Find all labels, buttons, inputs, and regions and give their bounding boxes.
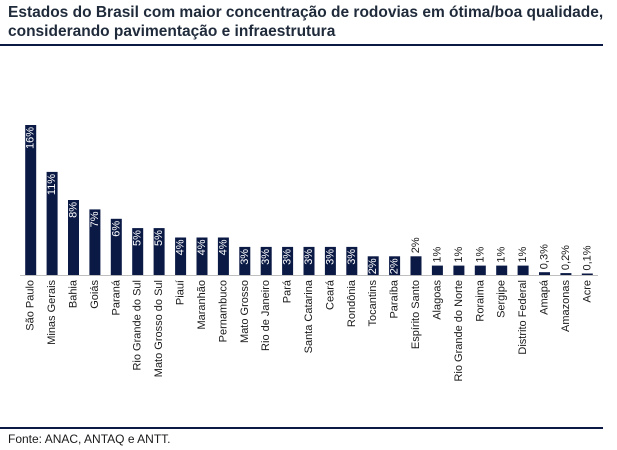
data-label-24: 0,3% bbox=[539, 244, 551, 269]
bar-7 bbox=[175, 237, 187, 275]
data-label-9: 4% bbox=[217, 239, 229, 255]
category-label-4: Paraná bbox=[110, 279, 122, 315]
data-label-19: 1% bbox=[431, 246, 443, 262]
category-label-20: Rio Grande do Norte bbox=[453, 280, 465, 382]
footer-divider bbox=[0, 427, 603, 429]
data-label-18: 2% bbox=[410, 237, 422, 253]
bar-21 bbox=[474, 265, 486, 275]
bar-1 bbox=[46, 171, 58, 275]
header-divider bbox=[0, 44, 603, 46]
category-label-17: Paraíba bbox=[389, 279, 401, 318]
bar-23 bbox=[517, 265, 529, 275]
chart-title: Estados do Brasil com maior concentração… bbox=[8, 3, 608, 41]
bar-11 bbox=[260, 246, 272, 275]
category-label-15: Rondônia bbox=[346, 279, 358, 327]
data-label-8: 4% bbox=[196, 239, 208, 255]
bar-8 bbox=[196, 237, 208, 275]
data-label-14: 3% bbox=[324, 249, 336, 265]
category-label-3: Goiás bbox=[89, 280, 101, 309]
chart-title-line-2: considerando pavimentação e infraestrutu… bbox=[8, 23, 336, 40]
category-label-5: Rio Grande do Sul bbox=[132, 280, 144, 371]
data-label-17: 2% bbox=[389, 258, 401, 274]
bar-19 bbox=[431, 265, 443, 275]
bar-0 bbox=[25, 125, 37, 275]
category-label-14: Ceará bbox=[324, 279, 336, 310]
bar-18 bbox=[410, 256, 422, 276]
data-label-3: 7% bbox=[89, 211, 101, 227]
category-label-7: Piauí bbox=[175, 280, 187, 305]
bar-20 bbox=[453, 265, 465, 275]
data-label-6: 5% bbox=[153, 230, 165, 246]
data-label-12: 3% bbox=[282, 249, 294, 265]
data-label-20: 1% bbox=[453, 246, 465, 262]
source-note: Fonte: ANAC, ANTAQ e ANTT. bbox=[8, 432, 171, 446]
data-label-13: 3% bbox=[303, 249, 315, 265]
category-label-21: Roraima bbox=[474, 279, 486, 321]
data-label-21: 1% bbox=[474, 246, 486, 262]
category-label-2: Bahia bbox=[68, 279, 80, 308]
data-label-15: 3% bbox=[346, 249, 358, 265]
category-label-25: Amazonas bbox=[560, 280, 572, 332]
bar-22 bbox=[496, 265, 508, 275]
category-label-13: Santa Catarina bbox=[303, 279, 315, 353]
bar-12 bbox=[282, 246, 294, 275]
bar-2 bbox=[68, 200, 79, 275]
category-label-1: Minas Gerais bbox=[46, 280, 58, 345]
data-label-0: 16% bbox=[25, 127, 37, 149]
category-label-6: Mato Grosso do Sul bbox=[153, 280, 165, 377]
category-label-12: Pará bbox=[282, 279, 294, 303]
category-label-23: Distrito Federal bbox=[517, 280, 529, 355]
data-label-4: 6% bbox=[110, 221, 122, 237]
bar-3 bbox=[89, 209, 101, 275]
data-label-11: 3% bbox=[260, 249, 272, 265]
category-label-16: Tocantins bbox=[367, 280, 379, 327]
bar-16 bbox=[367, 256, 379, 276]
bar-15 bbox=[346, 246, 358, 275]
bar-10 bbox=[239, 246, 251, 275]
data-label-22: 1% bbox=[496, 246, 508, 262]
category-label-0: São Paulo bbox=[25, 280, 37, 331]
bar-4 bbox=[110, 218, 122, 276]
category-label-10: Mato Grosso bbox=[239, 280, 251, 343]
category-label-22: Sergipe bbox=[496, 280, 508, 318]
bar-14 bbox=[324, 246, 336, 275]
bar-13 bbox=[303, 246, 315, 275]
data-label-10: 3% bbox=[239, 249, 251, 265]
chart-title-line-1: Estados do Brasil com maior concentração… bbox=[8, 4, 604, 21]
bar-chart: 16% São Paulo 11% Minas Gerais 8% Bahia 7% Goiá… bbox=[20, 125, 598, 382]
bar-26 bbox=[581, 273, 593, 275]
category-label-8: Maranhão bbox=[196, 280, 208, 330]
data-label-7: 4% bbox=[175, 239, 187, 255]
category-label-18: Espírito Santo bbox=[410, 280, 422, 349]
bar-25 bbox=[560, 273, 572, 275]
category-label-9: Pernambuco bbox=[217, 280, 229, 342]
data-label-2: 8% bbox=[68, 202, 80, 218]
data-label-1: 11% bbox=[46, 174, 58, 195]
bar-17 bbox=[389, 256, 401, 276]
data-label-16: 2% bbox=[367, 258, 379, 274]
bar-9 bbox=[217, 237, 229, 275]
data-label-23: 1% bbox=[517, 246, 529, 262]
bar-6 bbox=[153, 228, 165, 275]
category-label-19: Alagoas bbox=[431, 280, 443, 320]
bar-24 bbox=[539, 272, 550, 275]
data-label-26: 0,1% bbox=[581, 245, 593, 270]
category-label-11: Rio de Janeiro bbox=[260, 280, 272, 351]
category-label-24: Amapá bbox=[539, 279, 551, 315]
category-label-26: Acre bbox=[581, 280, 593, 303]
bar-5 bbox=[132, 228, 144, 275]
data-label-5: 5% bbox=[132, 230, 144, 246]
data-label-25: 0,2% bbox=[560, 245, 572, 270]
